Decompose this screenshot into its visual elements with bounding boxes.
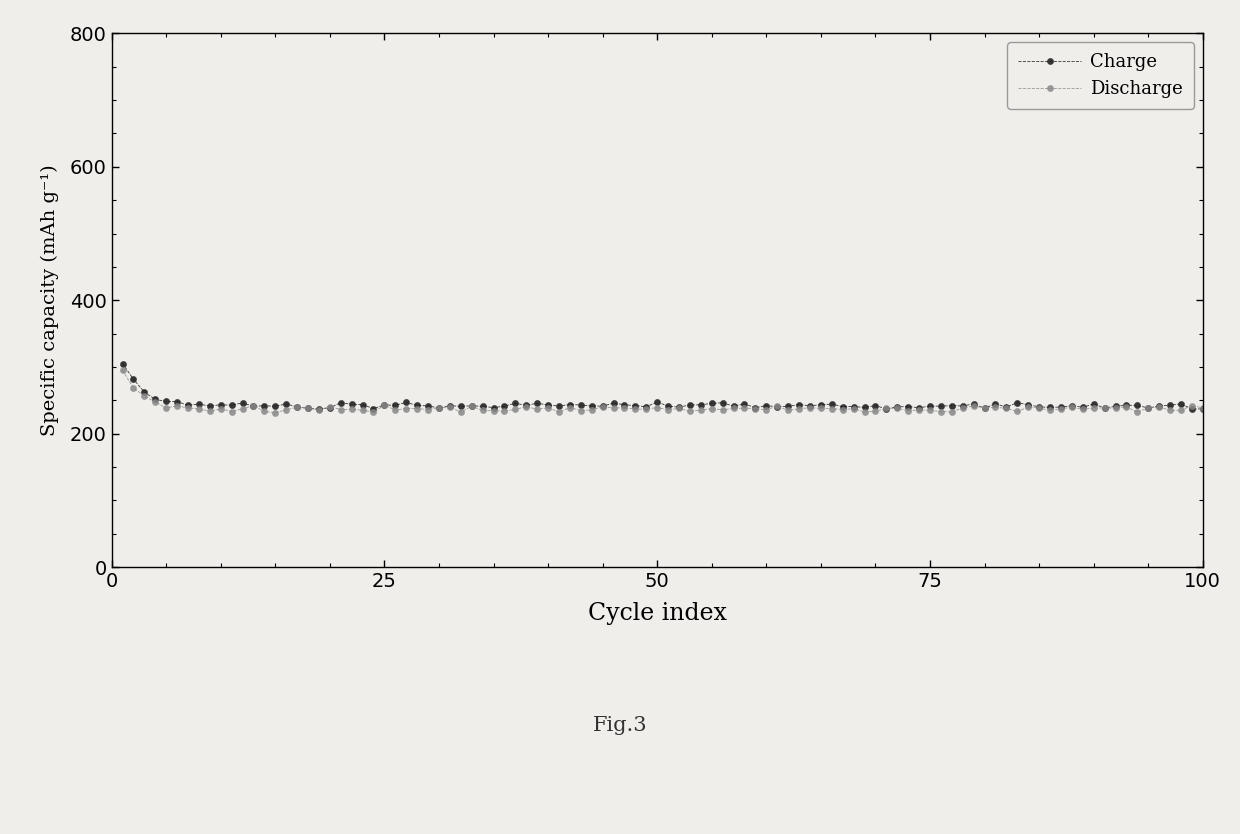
Text: Fig.3: Fig.3 xyxy=(593,716,647,735)
Discharge xyxy=(682,406,697,416)
Charge xyxy=(682,400,697,410)
Discharge xyxy=(770,401,785,411)
Discharge xyxy=(377,400,392,410)
Discharge xyxy=(115,365,130,375)
Discharge xyxy=(1118,402,1133,412)
Y-axis label: Specific capacity (mAh g⁻¹): Specific capacity (mAh g⁻¹) xyxy=(41,164,58,436)
Charge xyxy=(1118,400,1133,410)
Charge xyxy=(115,359,130,369)
Discharge xyxy=(1195,403,1210,413)
Charge xyxy=(1152,401,1167,411)
Charge xyxy=(1195,404,1210,414)
Charge xyxy=(377,400,392,410)
Charge xyxy=(770,402,785,412)
Discharge xyxy=(334,404,348,414)
Legend: Charge, Discharge: Charge, Discharge xyxy=(1007,43,1194,109)
Discharge xyxy=(268,408,283,418)
Charge xyxy=(311,404,326,414)
Line: Discharge: Discharge xyxy=(119,367,1207,416)
Discharge xyxy=(1152,402,1167,412)
Charge xyxy=(334,398,348,408)
X-axis label: Cycle index: Cycle index xyxy=(588,602,727,626)
Line: Charge: Charge xyxy=(119,360,1207,412)
